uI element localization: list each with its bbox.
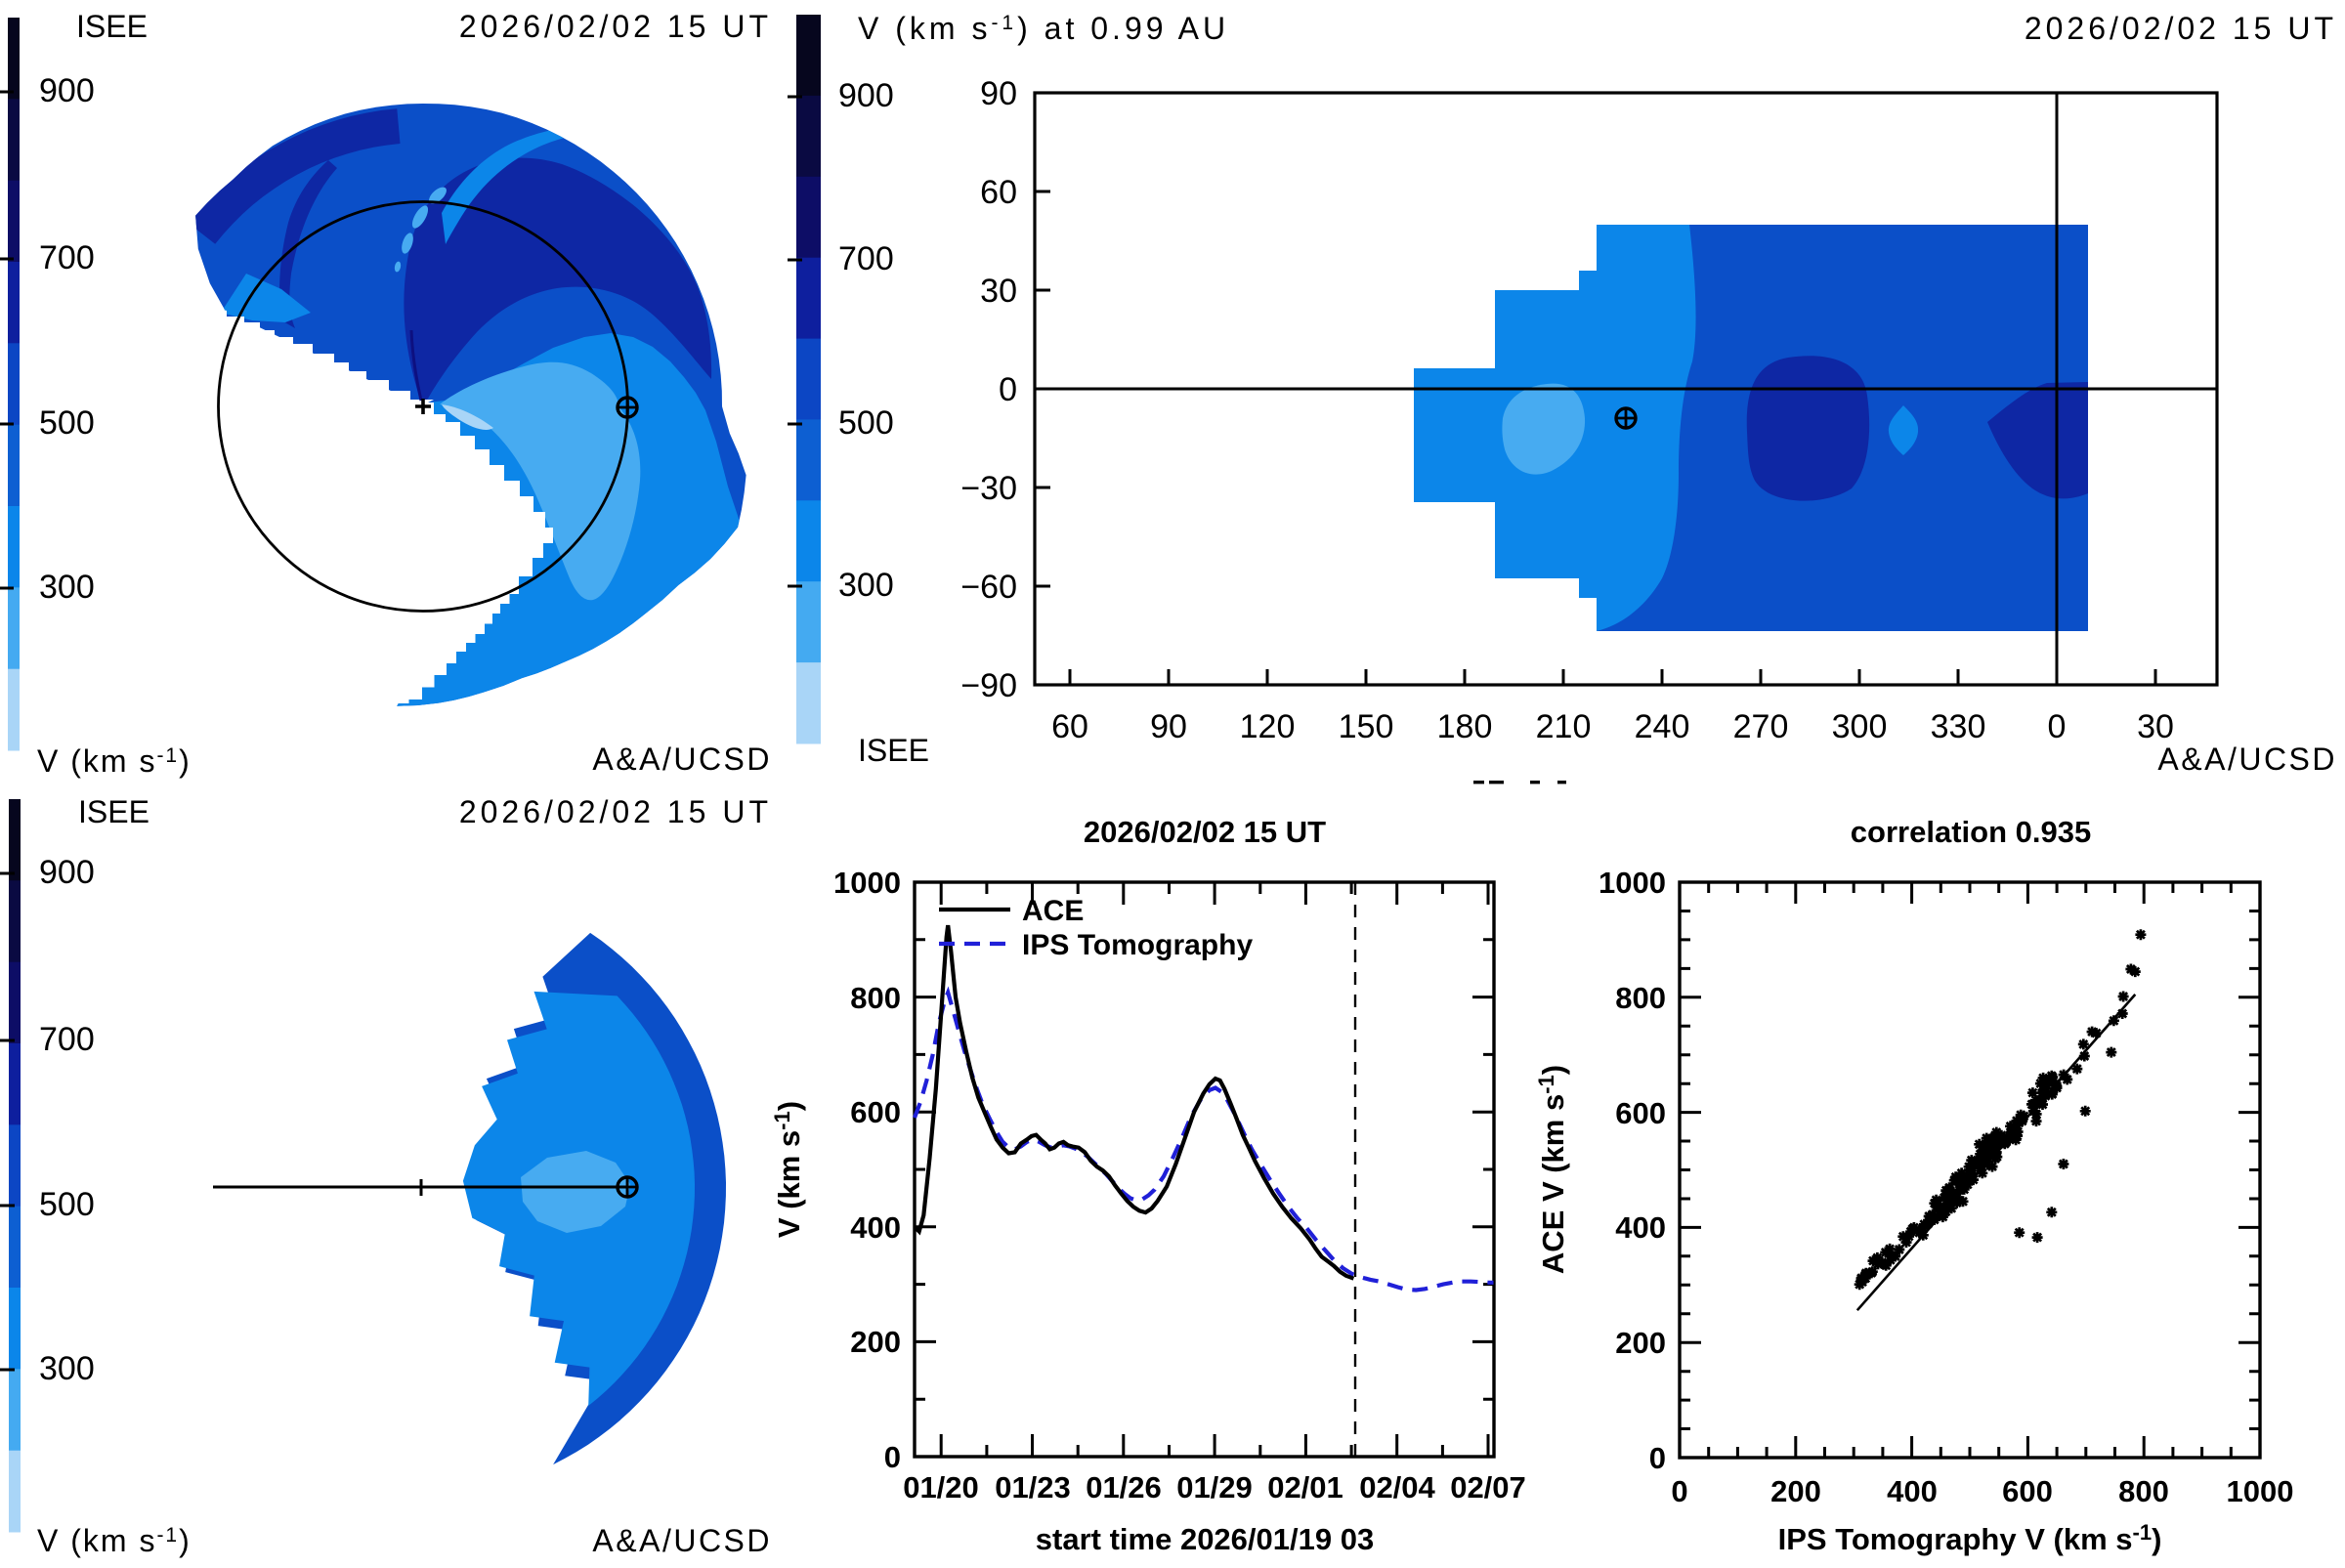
svg-text:200: 200	[1770, 1474, 1821, 1508]
svg-text:IPS Tomography V (km s-1): IPS Tomography V (km s-1)	[1778, 1520, 2162, 1556]
svg-text:500: 500	[39, 404, 95, 442]
svg-text:200: 200	[850, 1325, 901, 1359]
svg-text:330: 330	[1931, 708, 1986, 745]
svg-text:500: 500	[39, 1186, 95, 1223]
svg-text:900: 900	[39, 854, 95, 891]
svg-text:ISEE: ISEE	[78, 794, 149, 829]
svg-text:01/26: 01/26	[1086, 1470, 1162, 1504]
svg-text:02/04: 02/04	[1359, 1470, 1435, 1504]
svg-text:500: 500	[838, 404, 894, 442]
svg-text:300: 300	[1832, 708, 1888, 745]
svg-text:600: 600	[850, 1095, 901, 1129]
svg-text:02/07: 02/07	[1450, 1470, 1526, 1504]
svg-text:270: 270	[1733, 708, 1789, 745]
svg-text:2026/02/02 15 UT: 2026/02/02 15 UT	[459, 9, 772, 44]
svg-text:1000: 1000	[2227, 1474, 2294, 1508]
svg-text:400: 400	[1887, 1474, 1938, 1508]
svg-text:900: 900	[39, 72, 95, 109]
svg-text:90: 90	[980, 75, 1017, 112]
svg-text:60: 60	[980, 174, 1017, 211]
svg-text:01/29: 01/29	[1176, 1470, 1253, 1504]
svg-text:2026/02/02 15 UT: 2026/02/02 15 UT	[1084, 815, 1326, 849]
svg-text:−30: −30	[960, 470, 1017, 507]
svg-text:0: 0	[1671, 1474, 1687, 1508]
svg-text:700: 700	[39, 1021, 95, 1058]
svg-text:700: 700	[39, 239, 95, 276]
svg-text:0: 0	[2048, 708, 2067, 745]
svg-text:90: 90	[1150, 708, 1187, 745]
svg-text:V (km s-1) at 0.99 AU: V (km s-1) at 0.99 AU	[858, 11, 1229, 46]
svg-text:800: 800	[850, 981, 901, 1015]
svg-text:400: 400	[1615, 1210, 1666, 1245]
svg-text:210: 210	[1536, 708, 1592, 745]
svg-text:300: 300	[39, 1350, 95, 1387]
svg-text:1000: 1000	[833, 866, 901, 900]
svg-text:ACE V (km s-1): ACE V (km s-1)	[1534, 1065, 1570, 1274]
svg-text:01/23: 01/23	[995, 1470, 1071, 1504]
svg-text:start time 2026/01/19 03: start time 2026/01/19 03	[1036, 1522, 1374, 1556]
svg-text:120: 120	[1240, 708, 1296, 745]
svg-text:900: 900	[838, 77, 894, 114]
svg-text:300: 300	[838, 567, 894, 604]
svg-text:60: 60	[1051, 708, 1088, 745]
svg-text:2026/02/02 15 UT: 2026/02/02 15 UT	[459, 794, 772, 829]
svg-text:700: 700	[838, 240, 894, 277]
svg-text:400: 400	[850, 1210, 901, 1245]
svg-text:−90: −90	[960, 667, 1017, 704]
svg-text:A&A/UCSD: A&A/UCSD	[2157, 742, 2337, 777]
svg-text:ISEE: ISEE	[858, 733, 929, 768]
svg-text:200: 200	[1615, 1326, 1666, 1360]
svg-text:2026/02/02 15 UT: 2026/02/02 15 UT	[2025, 11, 2337, 46]
svg-text:A&A/UCSD: A&A/UCSD	[592, 1523, 772, 1558]
svg-text:300: 300	[39, 569, 95, 606]
svg-text:240: 240	[1635, 708, 1690, 745]
svg-text:30: 30	[2137, 708, 2174, 745]
svg-text:01/20: 01/20	[903, 1470, 979, 1504]
svg-text:0: 0	[884, 1440, 901, 1474]
svg-text:600: 600	[1615, 1096, 1666, 1130]
svg-text:800: 800	[2118, 1474, 2169, 1508]
svg-text:IPS Tomography: IPS Tomography	[1022, 929, 1253, 961]
svg-text:30: 30	[980, 273, 1017, 310]
svg-text:1000: 1000	[1599, 866, 1666, 900]
svg-text:0: 0	[1649, 1441, 1666, 1475]
svg-text:02/01: 02/01	[1267, 1470, 1343, 1504]
svg-text:150: 150	[1339, 708, 1394, 745]
svg-text:correlation 0.935: correlation 0.935	[1851, 815, 2091, 849]
svg-text:ISEE: ISEE	[76, 9, 148, 44]
svg-text:ACE: ACE	[1022, 895, 1084, 927]
svg-text:180: 180	[1437, 708, 1493, 745]
svg-text:800: 800	[1615, 981, 1666, 1015]
svg-text:−60: −60	[960, 569, 1017, 606]
svg-text:A&A/UCSD: A&A/UCSD	[592, 742, 772, 777]
svg-text:600: 600	[2002, 1474, 2053, 1508]
svg-text:0: 0	[999, 371, 1017, 408]
